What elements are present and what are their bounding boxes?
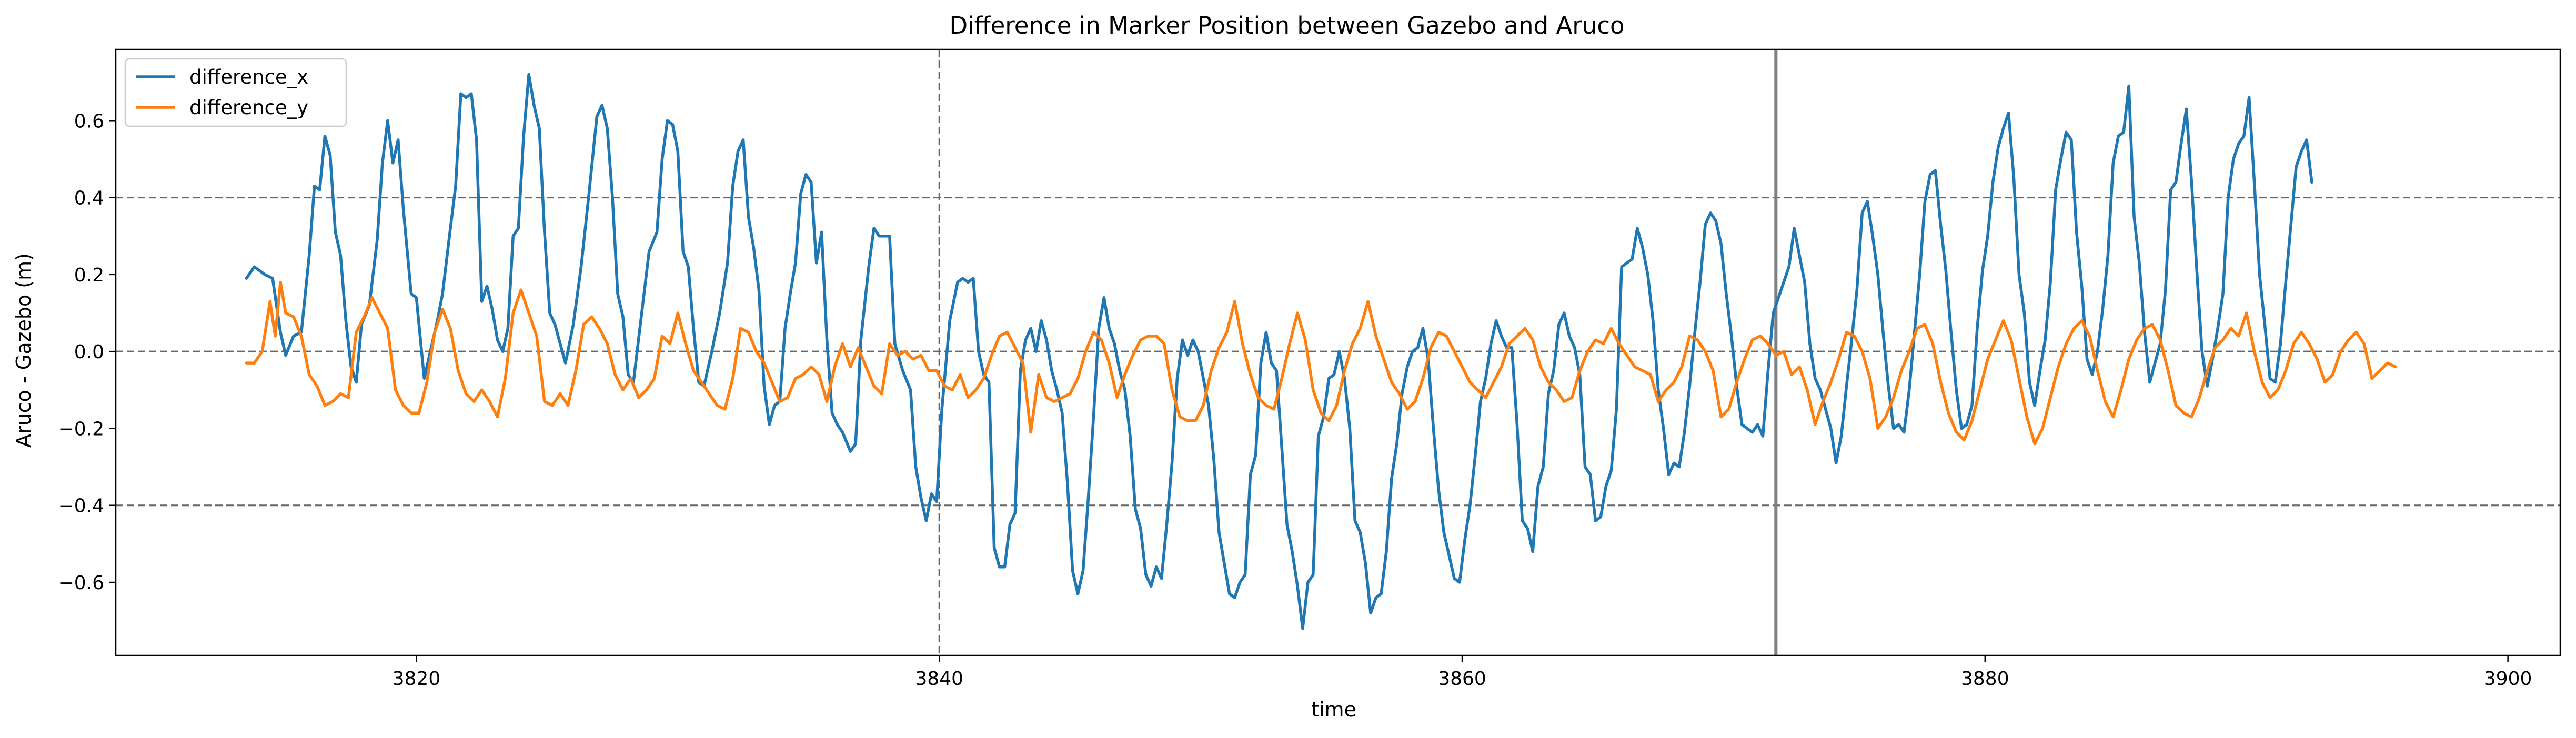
legend: difference_x difference_y [124, 58, 347, 127]
legend-label-difference_x: difference_x [189, 66, 308, 88]
y-tick-label: 0.0 [74, 341, 104, 363]
series-line-difference_y [245, 280, 2397, 446]
axes: 3820 3840 3860 3880 3900 −0.6 −0.4 −0.2 0.0 0.2 0.… [58, 48, 2561, 690]
y-tick-label: −0.6 [58, 572, 104, 594]
plot-frame [115, 48, 2561, 656]
y-axis-label: Aruco - Gazebo (m) [12, 253, 35, 448]
x-tick-label: 3840 [915, 668, 963, 690]
y-tick-label: 0.2 [74, 265, 104, 286]
x-tick-label: 3860 [1438, 668, 1486, 690]
series-line-difference_x [245, 73, 2313, 630]
legend-box [124, 58, 347, 127]
legend-label-difference_y: difference_y [189, 96, 308, 119]
x-axis-label: time [1311, 698, 1356, 721]
chart-title: Difference in Marker Position between Ga… [949, 12, 1624, 39]
series-group [245, 73, 2397, 630]
y-tick-label: 0.4 [74, 188, 104, 209]
x-tick-label: 3900 [2484, 668, 2532, 690]
y-tick-label: 0.6 [74, 110, 104, 132]
x-tick-label: 3880 [1961, 668, 2009, 690]
x-tick-label: 3820 [393, 668, 441, 690]
y-tick-label: −0.4 [58, 496, 104, 517]
y-tick-label: −0.2 [58, 418, 104, 440]
